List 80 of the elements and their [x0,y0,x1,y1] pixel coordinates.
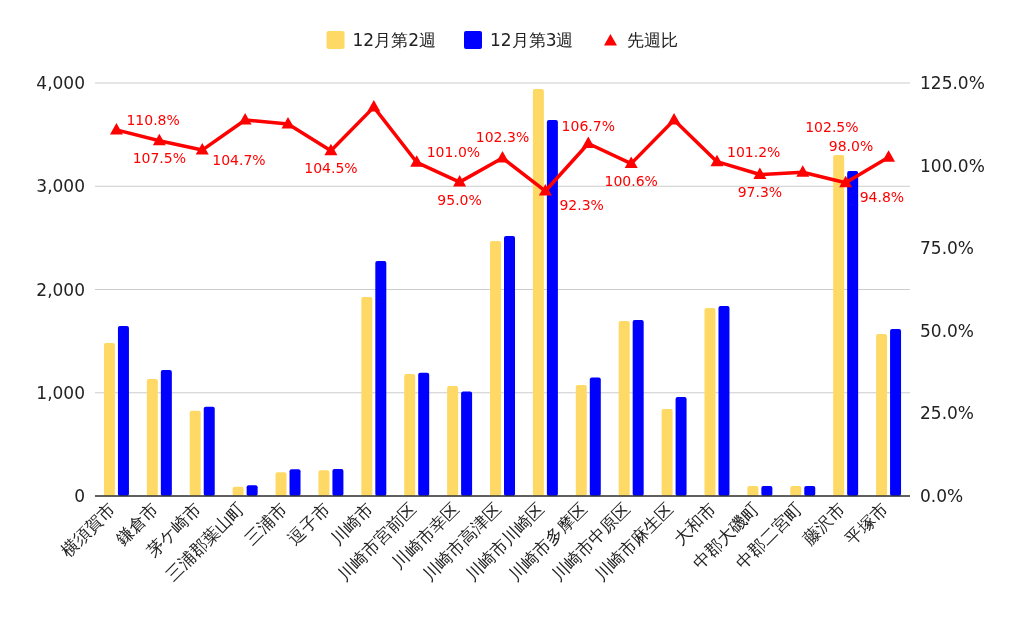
point [496,151,509,163]
data-label: 92.3% [559,197,604,214]
bar [546,119,558,496]
point [839,175,853,188]
point [281,116,295,129]
data-label: 101.2% [726,143,781,160]
data-label: 98.0% [828,138,874,155]
bar [704,307,716,496]
y-tick-label: 4,000 [36,73,85,93]
point [753,167,767,180]
point [238,113,252,125]
data-label: 97.3% [737,184,783,201]
point [453,175,467,187]
bar [275,472,287,496]
y-tick-label: 0 [74,486,85,506]
bar [375,261,387,496]
data-label: 104.7% [212,152,266,169]
bar [847,170,859,496]
bar [675,396,687,496]
data-label: 106.7% [561,117,615,134]
data-label: 110.8% [126,111,180,128]
point [410,155,424,167]
bar [461,391,473,496]
bar [318,470,330,496]
bar [504,236,515,496]
bar [361,297,373,496]
bar [418,372,430,496]
legend-label: 先週比 [627,30,679,50]
bar [532,88,544,496]
legend-label: 12月第3週 [490,30,574,50]
bar [490,240,501,496]
bar [632,319,644,496]
bar [890,329,902,496]
point [152,133,166,146]
bar [404,373,416,496]
point [667,113,681,125]
point [367,100,381,112]
y2-tick-label: 50.0% [920,320,975,341]
y2-tick-label: 125.0% [920,73,985,93]
y2-tick-label: 75.0% [920,238,975,259]
data-label: 104.5% [304,160,358,177]
bar [103,342,115,496]
point [538,184,552,196]
point [796,165,810,177]
y-tick-label: 2,000 [36,279,85,300]
point [882,150,896,162]
bar [146,379,158,496]
bar [289,469,301,496]
legend-label: 12月第2週 [352,30,436,50]
data-label: 107.5% [132,150,187,167]
bar [618,320,630,496]
point [324,143,338,156]
point [195,143,209,155]
y2-tick-label: 25.0% [920,403,975,424]
bar [575,385,587,496]
y2-tick-label: 0.0% [920,486,964,506]
point [710,154,724,167]
bar [117,326,129,496]
bar [718,306,730,496]
point [624,156,638,169]
bar [160,370,172,496]
data-label: 102.3% [475,128,530,145]
point [109,122,123,135]
data-label: 95.0% [437,191,482,208]
bar [447,386,459,496]
bar [189,410,201,496]
data-label: 100.6% [604,173,658,190]
bar [876,334,888,496]
y-tick-label: 1,000 [36,382,85,403]
data-label: 102.5% [805,119,859,136]
point [581,136,595,148]
bar [833,154,845,496]
data-label: 101.0% [426,144,481,161]
bar [203,406,215,496]
data-label: 94.8% [859,188,905,205]
y2-tick-label: 100.0% [920,155,985,176]
bar [589,377,601,496]
y-tick-label: 3,000 [36,176,85,197]
bar [661,408,673,496]
bar [332,469,344,496]
